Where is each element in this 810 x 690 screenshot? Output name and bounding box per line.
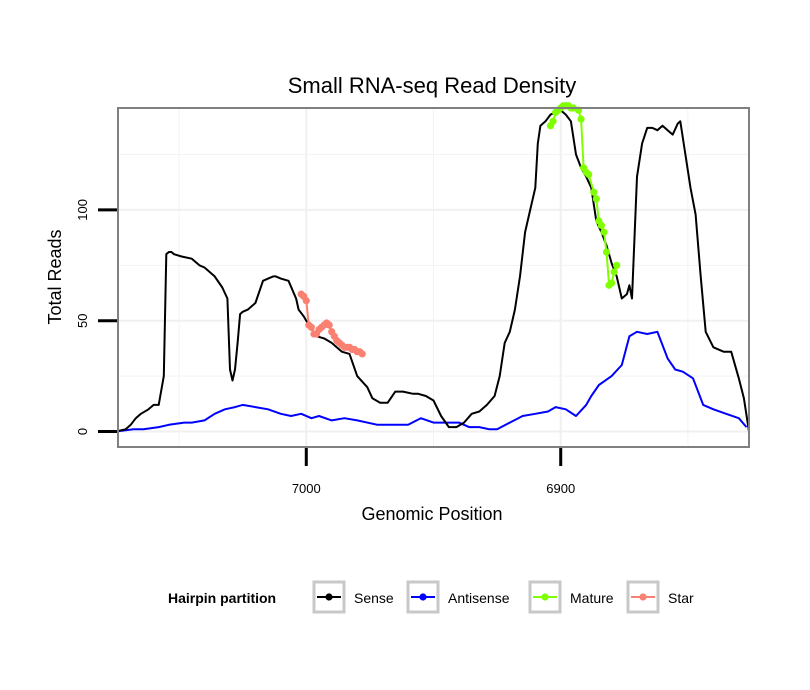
data-point-mature xyxy=(592,195,600,203)
data-point-mature xyxy=(600,228,608,236)
legend-label-antisense: Antisense xyxy=(448,590,510,606)
data-point-star xyxy=(358,350,366,358)
legend-key-point-mature xyxy=(541,593,549,601)
y-tick-label: 50 xyxy=(75,313,90,327)
data-point-mature xyxy=(608,279,616,287)
x-tick-label: 6900 xyxy=(546,481,575,496)
y-axis-title: Total Reads xyxy=(45,229,65,324)
chart-title: Small RNA-seq Read Density xyxy=(288,73,577,98)
data-point-mature xyxy=(602,248,611,256)
data-point-star xyxy=(307,323,315,331)
data-point-star xyxy=(302,297,310,305)
x-axis: 7000 6900 xyxy=(292,448,575,496)
series-line-antisense xyxy=(115,330,748,433)
legend-key-point-antisense xyxy=(419,593,427,601)
data-point-mature xyxy=(577,115,585,123)
legend-key-point-star xyxy=(639,593,647,601)
legend-title: Hairpin partition xyxy=(168,590,276,606)
legend: Hairpin partition Sense Antisense Mature St… xyxy=(168,580,694,614)
data-point-mature xyxy=(549,117,557,125)
data-point-mature xyxy=(597,221,606,230)
legend-label-sense: Sense xyxy=(354,590,394,606)
y-axis: 0 50 100 xyxy=(75,199,117,435)
legend-label-star: Star xyxy=(668,590,694,606)
data-point-mature xyxy=(585,170,593,179)
y-tick-label: 0 xyxy=(75,428,90,435)
x-axis-title: Genomic Position xyxy=(361,504,502,524)
series-layer xyxy=(115,102,750,433)
y-tick-label: 100 xyxy=(75,199,90,221)
data-point-mature xyxy=(610,268,618,276)
legend-key-point-sense xyxy=(325,593,333,601)
data-point-mature xyxy=(590,188,598,196)
series-line-sense xyxy=(115,109,750,433)
data-point-mature xyxy=(613,261,621,269)
data-point-star xyxy=(325,321,333,329)
x-tick-label: 7000 xyxy=(292,481,321,496)
legend-label-mature: Mature xyxy=(570,590,614,606)
plot-border xyxy=(117,107,750,448)
